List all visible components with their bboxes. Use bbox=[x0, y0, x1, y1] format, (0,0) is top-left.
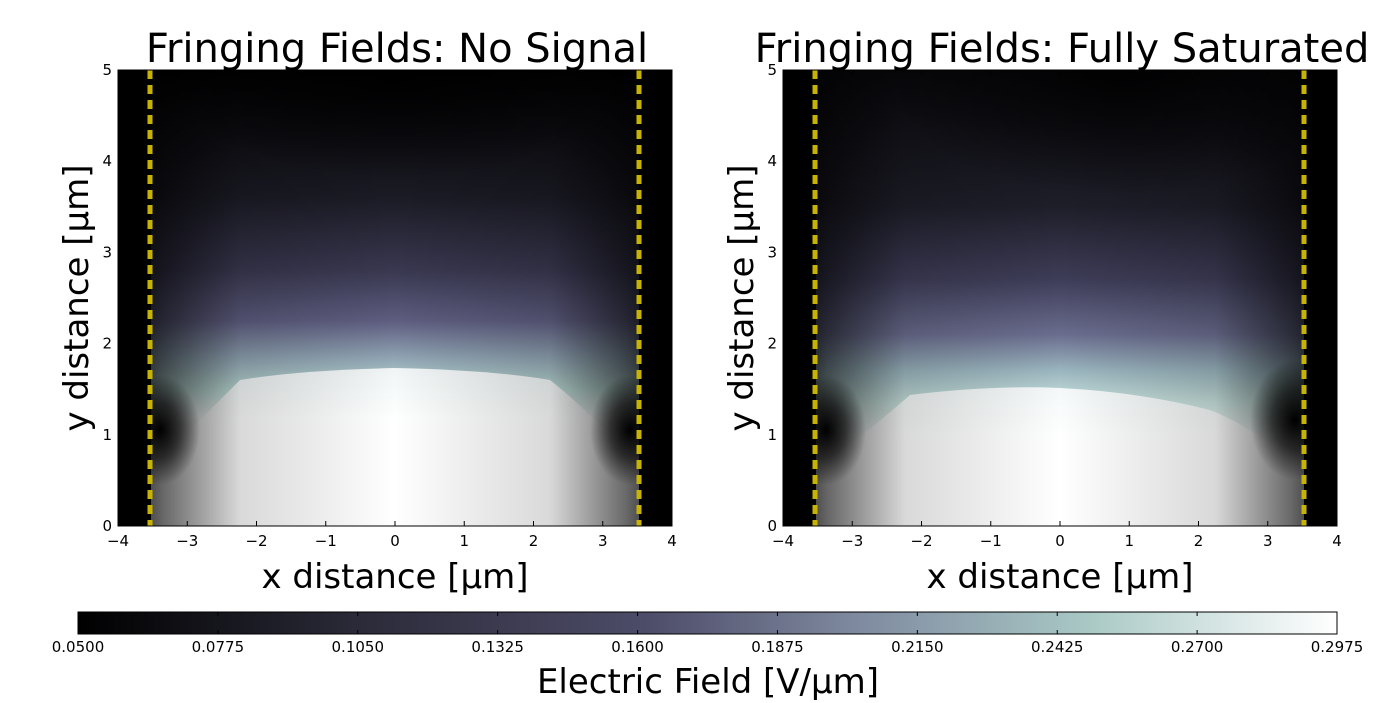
colorbar-tick-label: 0.2700 bbox=[1171, 638, 1224, 656]
right-outside-region bbox=[1304, 70, 1337, 526]
colorbar-tick-label: 0.0500 bbox=[52, 638, 105, 656]
y-tick-label: 0 bbox=[102, 517, 112, 535]
colorbar-tick-label: 0.1050 bbox=[332, 638, 385, 656]
x-tick-label: −3 bbox=[176, 532, 198, 550]
x-tick-label: 4 bbox=[667, 532, 677, 550]
x-tick-label: 1 bbox=[459, 532, 469, 550]
y-tick-label: 4 bbox=[102, 152, 112, 170]
colorbar: 0.0500 0.0775 0.1050 0.1325 0.1600 0.1875 0.21… bbox=[52, 611, 1364, 702]
colorbar-tick-label: 0.0775 bbox=[192, 638, 245, 656]
y-tick-label: 4 bbox=[767, 152, 777, 170]
y-tick-label: 1 bbox=[102, 426, 112, 444]
x-axis-label: x distance [μm] bbox=[261, 557, 528, 597]
x-tick-label: 3 bbox=[1263, 532, 1273, 550]
x-tick-label: −2 bbox=[910, 532, 932, 550]
left-outside-region bbox=[783, 70, 816, 526]
y-tick-label: 2 bbox=[767, 335, 777, 353]
colorbar-tick-label: 0.1325 bbox=[471, 638, 524, 656]
x-tick-label: −1 bbox=[980, 532, 1002, 550]
colorbar-gradient bbox=[78, 612, 1337, 634]
x-tick-label: −2 bbox=[245, 532, 267, 550]
colorbar-label: Electric Field [V/μm] bbox=[537, 662, 879, 702]
y-axis-label: y distance [μm] bbox=[57, 164, 97, 431]
y-axis-label: y distance [μm] bbox=[722, 164, 762, 431]
x-axis-label: x distance [μm] bbox=[926, 557, 1193, 597]
y-tick-label: 5 bbox=[767, 61, 777, 79]
y-tick-label: 5 bbox=[102, 61, 112, 79]
x-tick-label: 4 bbox=[1332, 532, 1342, 550]
x-tick-label: 2 bbox=[1194, 532, 1204, 550]
x-tick-label: −4 bbox=[772, 532, 794, 550]
colorbar-frame bbox=[77, 611, 1338, 635]
chart-title: Fringing Fields: Fully Saturated bbox=[755, 26, 1370, 72]
left-outside-region bbox=[118, 70, 151, 526]
x-tick-label: −3 bbox=[841, 532, 863, 550]
axis-ticks: −4 −3 −2 −1 0 1 2 3 4 0 1 2 3 4 5 bbox=[767, 61, 1341, 550]
x-tick-label: −4 bbox=[107, 532, 129, 550]
chart-title: Fringing Fields: No Signal bbox=[146, 26, 648, 72]
colorbar-tick-label: 0.1600 bbox=[611, 638, 664, 656]
colorbar-tick-label: 0.2975 bbox=[1311, 638, 1364, 656]
x-tick-label: 0 bbox=[390, 532, 400, 550]
x-tick-label: 1 bbox=[1124, 532, 1134, 550]
colorbar-tick-label: 0.2425 bbox=[1031, 638, 1084, 656]
colorbar-ticks: 0.0500 0.0775 0.1050 0.1325 0.1600 0.1875 0.21… bbox=[52, 612, 1364, 656]
heatmap-panel-no-signal: −4 −3 −2 −1 0 1 2 3 4 0 1 2 3 4 5 Fringing Fields: No … bbox=[57, 26, 677, 597]
x-tick-label: −1 bbox=[315, 532, 337, 550]
top-low-field-region bbox=[180, 70, 610, 270]
axis-ticks: −4 −3 −2 −1 0 1 2 3 4 0 1 2 3 4 5 bbox=[102, 61, 676, 550]
top-low-field-region bbox=[900, 70, 1337, 300]
colorbar-tick-label: 0.2150 bbox=[891, 638, 944, 656]
y-tick-label: 0 bbox=[767, 517, 777, 535]
y-tick-label: 3 bbox=[767, 243, 777, 261]
y-tick-label: 3 bbox=[102, 243, 112, 261]
x-tick-label: 0 bbox=[1055, 532, 1065, 550]
heatmap-panel-fully-saturated: −4 −3 −2 −1 0 1 2 3 4 0 1 2 3 4 5 Fringing Fields: Ful… bbox=[722, 26, 1369, 597]
x-tick-label: 2 bbox=[529, 532, 539, 550]
colorbar-tick-label: 0.1875 bbox=[751, 638, 804, 656]
right-outside-region bbox=[639, 70, 672, 526]
y-tick-label: 2 bbox=[102, 335, 112, 353]
y-tick-label: 1 bbox=[767, 426, 777, 444]
x-tick-label: 3 bbox=[598, 532, 608, 550]
